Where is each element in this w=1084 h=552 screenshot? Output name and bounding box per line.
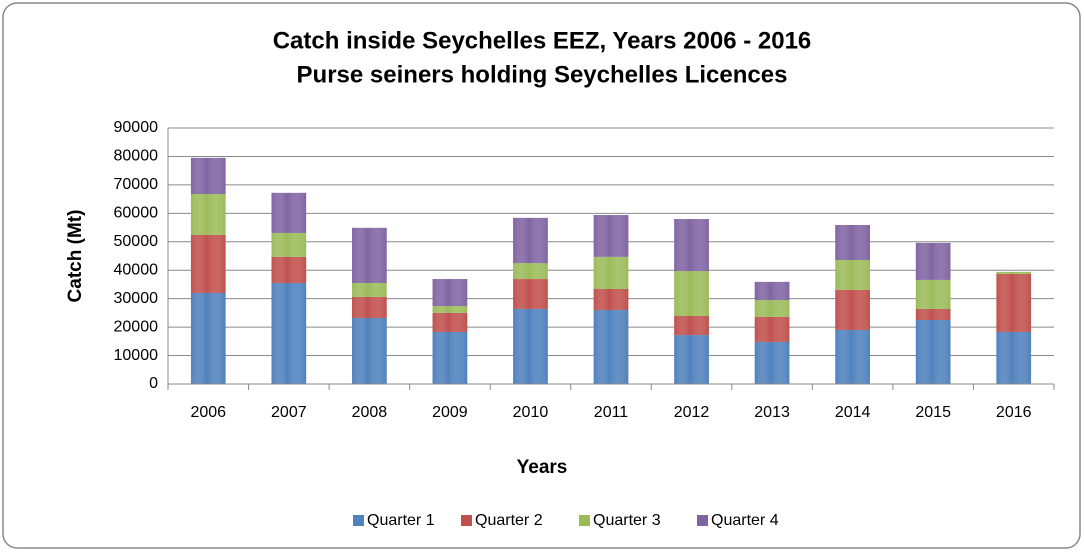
y-tick-label: 70000	[114, 176, 159, 193]
bar-shine	[915, 242, 951, 280]
bar-shine	[915, 308, 951, 320]
bar-shine	[754, 281, 790, 301]
bar-shine	[271, 256, 307, 284]
legend-swatch	[697, 515, 708, 526]
x-tick-label: 2016	[996, 404, 1032, 421]
bar-shine	[754, 341, 790, 384]
bar-shine	[593, 215, 629, 257]
bar-shine	[674, 271, 709, 317]
bar-shine	[190, 234, 226, 293]
bar-shine	[996, 271, 1032, 274]
y-tick-label: 20000	[114, 318, 159, 335]
bar-shine	[835, 259, 870, 290]
bar-shine	[915, 320, 951, 384]
y-tick-label: 50000	[114, 233, 159, 250]
legend-swatch	[461, 515, 472, 526]
legend-label: Quarter 2	[475, 512, 543, 529]
bar-shine	[674, 316, 709, 336]
y-tick-label: 30000	[114, 290, 159, 307]
bar-shine	[513, 217, 548, 264]
x-tick-label: 2013	[754, 404, 790, 421]
bar-shine	[271, 283, 307, 384]
y-tick-label: 40000	[114, 261, 159, 278]
bar-shine	[190, 292, 226, 384]
x-tick-label: 2010	[513, 404, 549, 421]
x-tick-label: 2009	[432, 404, 468, 421]
bar-shine	[190, 193, 226, 235]
x-tick-label: 2011	[594, 404, 629, 421]
bar-shine	[513, 263, 548, 280]
bar-shine	[593, 288, 629, 311]
x-tick-label: 2008	[352, 404, 388, 421]
y-tick-label: 10000	[114, 347, 159, 364]
bar-shine	[835, 329, 870, 384]
bar-shine	[754, 316, 790, 342]
bar-shine	[352, 283, 387, 297]
bar-shine	[754, 300, 790, 317]
y-tick-label: 90000	[114, 119, 159, 136]
x-tick-label: 2007	[271, 404, 307, 421]
chart-subtitle: Purse seiners holding Seychelles Licence…	[297, 61, 788, 88]
x-tick-label: 2015	[915, 404, 951, 421]
legend-swatch	[353, 515, 364, 526]
bar-shine	[835, 224, 870, 260]
bar-shine	[593, 256, 629, 289]
bar-shine	[513, 308, 548, 384]
bar-shine	[593, 310, 629, 384]
legend-swatch	[579, 515, 590, 526]
legend-label: Quarter 1	[367, 512, 435, 529]
x-tick-label: 2006	[190, 404, 226, 421]
x-tick-label: 2014	[835, 404, 871, 421]
bar-shine	[432, 279, 468, 307]
legend-label: Quarter 3	[593, 512, 661, 529]
bar-shine	[996, 273, 1032, 332]
y-tick-label: 60000	[114, 205, 159, 222]
bar-shine	[835, 289, 870, 330]
y-axis-title: Catch (Mt)	[65, 210, 86, 303]
chart-title: Catch inside Seychelles EEZ, Years 2006 …	[273, 27, 812, 54]
bar-shine	[996, 331, 1032, 384]
bar-shine	[674, 219, 709, 272]
bar-shine	[352, 318, 387, 384]
x-tick-label: 2012	[674, 404, 710, 421]
bar-shine	[352, 296, 387, 319]
y-tick-label: 80000	[114, 148, 159, 165]
bar-shine	[513, 279, 548, 309]
bar-shine	[271, 192, 307, 233]
bar-shine	[190, 157, 226, 194]
bar-shine	[432, 312, 468, 332]
bar-shine	[432, 331, 468, 384]
x-axis-title: Years	[517, 457, 568, 478]
y-tick-label: 0	[149, 375, 158, 392]
bar-shine	[271, 232, 307, 257]
bar-shine	[674, 335, 709, 384]
legend-label: Quarter 4	[711, 512, 779, 529]
bar-shine	[915, 279, 951, 309]
bar-shine	[352, 227, 387, 284]
bar-shine	[432, 306, 468, 313]
